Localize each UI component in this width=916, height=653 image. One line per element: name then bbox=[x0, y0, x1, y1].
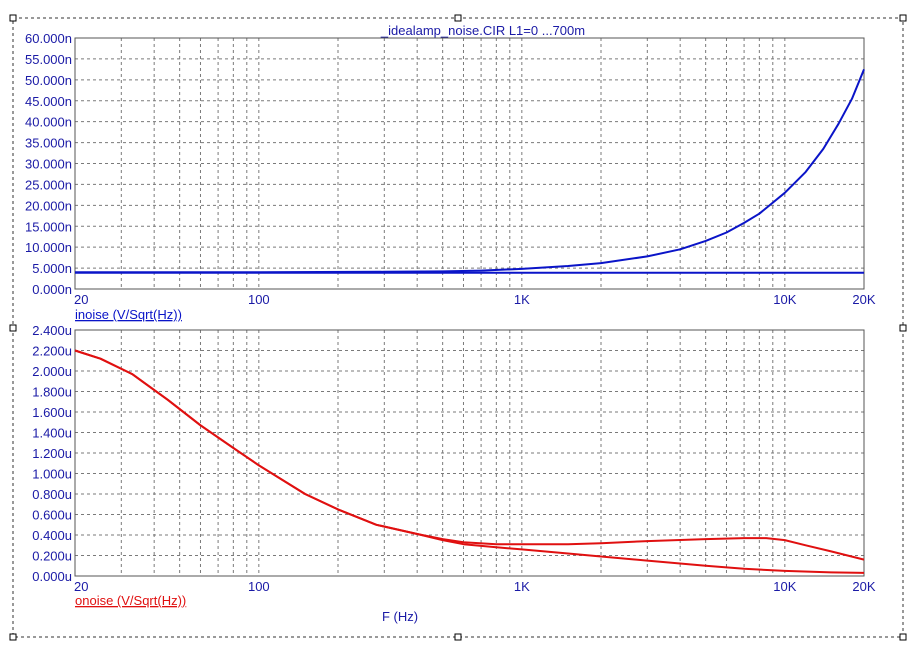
y-tick-label: 0.600u bbox=[32, 508, 72, 523]
handle-bottom-left[interactable] bbox=[9, 633, 17, 641]
y-tick-label: 0.000u bbox=[32, 569, 72, 584]
x-tick-label: 10K bbox=[773, 292, 796, 307]
trace-label[interactable]: onoise (V/Sqrt(Hz)) bbox=[75, 593, 186, 608]
grid bbox=[75, 330, 864, 576]
y-tick-label: 0.000n bbox=[32, 282, 72, 297]
trace-label[interactable]: inoise (V/Sqrt(Hz)) bbox=[75, 307, 182, 322]
y-tick-label: 45.000n bbox=[25, 94, 72, 109]
y-tick-label: 35.000n bbox=[25, 136, 72, 151]
selection-handles[interactable] bbox=[9, 14, 907, 641]
handle-top-center[interactable] bbox=[454, 14, 462, 22]
y-tick-label: 30.000n bbox=[25, 157, 72, 172]
y-tick-label: 2.000u bbox=[32, 364, 72, 379]
y-tick-label: 1.000u bbox=[32, 467, 72, 482]
handle-mid-left[interactable] bbox=[9, 324, 17, 332]
x-tick-label: 20K bbox=[852, 292, 875, 307]
handle-top-left[interactable] bbox=[9, 14, 17, 22]
y-tick-label: 1.400u bbox=[32, 426, 72, 441]
x-tick-label: 100 bbox=[248, 579, 270, 594]
chart-title: _idealamp_noise.CIR L1=0 ...700m bbox=[380, 23, 585, 38]
x-tick-label: 1K bbox=[514, 579, 530, 594]
y-tick-label: 20.000n bbox=[25, 198, 72, 213]
y-tick-label: 2.200u bbox=[32, 344, 72, 359]
y-tick-label: 5.000n bbox=[32, 261, 72, 276]
plot-frame bbox=[74, 37, 865, 290]
x-tick-label: 20 bbox=[74, 292, 88, 307]
handle-bottom-right[interactable] bbox=[899, 633, 907, 641]
x-tick-label: 20K bbox=[852, 579, 875, 594]
y-tick-label: 25.000n bbox=[25, 177, 72, 192]
x-tick-label: 100 bbox=[248, 292, 270, 307]
y-tick-label: 40.000n bbox=[25, 115, 72, 130]
lower-plot: 0.000u 0.200u 0.400u 0.600u 0.800u 1.000u 1.20… bbox=[32, 323, 876, 608]
y-tick-label: 1.600u bbox=[32, 405, 72, 420]
x-tick-label: 10K bbox=[773, 579, 796, 594]
y-tick-label: 0.200u bbox=[32, 549, 72, 564]
series-line bbox=[74, 349, 865, 561]
y-tick-label: 60.000n bbox=[25, 31, 72, 46]
series-line bbox=[75, 69, 865, 274]
plot-frame bbox=[74, 329, 865, 577]
y-tick-label: 10.000n bbox=[25, 240, 72, 255]
y-tick-label: 1.200u bbox=[32, 446, 72, 461]
x-axis-label: F (Hz) bbox=[382, 609, 418, 624]
upper-plot: 0.000n 5.000n 10.000n 15.000n 20.000n 25.000n… bbox=[25, 31, 876, 322]
x-tick-label: 20 bbox=[74, 579, 88, 594]
y-tick-label: 2.400u bbox=[32, 323, 72, 338]
series-line bbox=[74, 349, 865, 574]
selection-frame bbox=[12, 17, 904, 638]
grid bbox=[75, 38, 864, 289]
y-tick-label: 0.800u bbox=[32, 487, 72, 502]
y-tick-label: 15.000n bbox=[25, 219, 72, 234]
handle-top-right[interactable] bbox=[899, 14, 907, 22]
x-tick-label: 1K bbox=[514, 292, 530, 307]
handle-mid-right[interactable] bbox=[899, 324, 907, 332]
y-tick-label: 0.400u bbox=[32, 528, 72, 543]
y-tick-label: 50.000n bbox=[25, 73, 72, 88]
y-tick-label: 1.800u bbox=[32, 385, 72, 400]
y-tick-label: 55.000n bbox=[25, 52, 72, 67]
handle-bottom-center[interactable] bbox=[454, 633, 462, 641]
